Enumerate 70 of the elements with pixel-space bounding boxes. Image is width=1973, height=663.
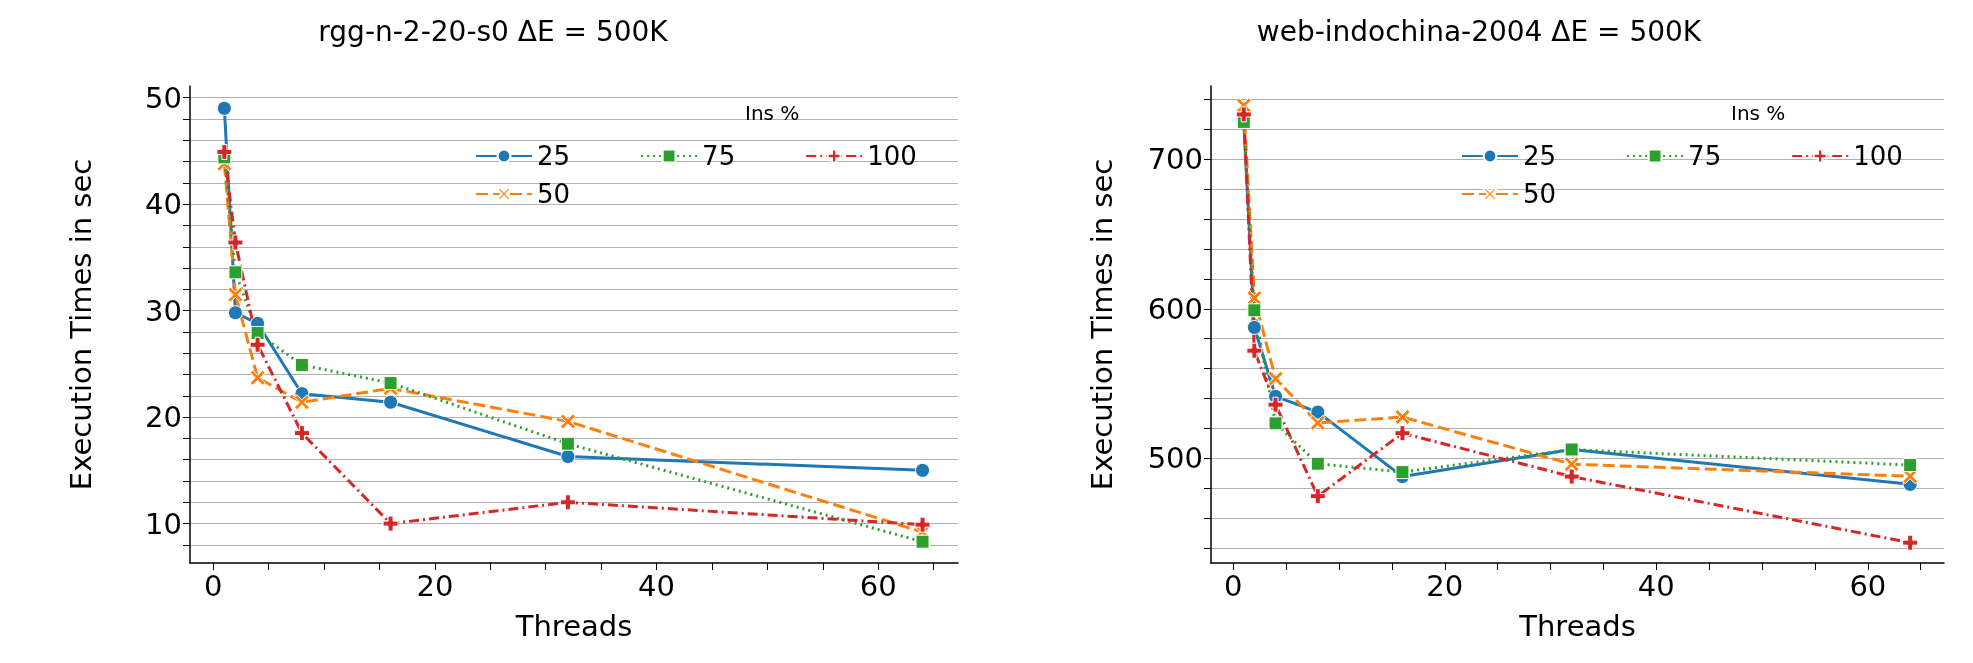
point: [560, 436, 575, 451]
point: [382, 515, 399, 532]
y-axis-title: Execution Times in sec: [1084, 158, 1119, 491]
x-tick-label: 60: [1849, 568, 1887, 603]
point: [1394, 409, 1411, 426]
point: [914, 516, 931, 533]
x-tick-label: 60: [859, 568, 897, 603]
legend-label: 100: [867, 141, 917, 171]
point: [1310, 456, 1325, 471]
x-axis-title: Threads: [514, 608, 633, 643]
point: [1247, 303, 1262, 318]
point: [1395, 465, 1410, 480]
y-tick-label: 20: [145, 400, 182, 435]
point: [1902, 534, 1919, 551]
legend-label: 75: [702, 141, 736, 171]
point: [1563, 456, 1580, 473]
legend-label: 75: [1688, 141, 1722, 171]
x-tick-label: 40: [638, 568, 676, 603]
point: [1903, 458, 1918, 473]
chart-title: rgg-n-2-20-s0 ΔE = 500K: [318, 14, 669, 48]
point: [228, 265, 243, 280]
legend-label: 50: [1523, 179, 1557, 209]
point: [1563, 468, 1580, 485]
point: [383, 376, 398, 391]
point: [560, 449, 576, 465]
legend-label: 50: [537, 179, 571, 209]
x-tick-label: 20: [1426, 568, 1464, 603]
x-axis-title: Threads: [1518, 608, 1636, 643]
point: [1394, 425, 1411, 442]
point: [1309, 488, 1326, 505]
legend-label: 25: [537, 141, 571, 171]
point: [293, 425, 310, 442]
x-tick-label: 0: [1223, 568, 1243, 603]
point: [249, 336, 266, 353]
y-tick-label: 500: [1147, 441, 1203, 476]
y-axis-title: Execution Times in sec: [63, 158, 98, 491]
y-tick-label: 50: [145, 80, 182, 115]
y-tick-label: 10: [145, 506, 182, 541]
point: [559, 413, 576, 430]
point: [1246, 319, 1262, 335]
point: [227, 286, 244, 303]
point: [216, 144, 233, 161]
point: [1267, 396, 1284, 413]
point: [915, 534, 930, 549]
point: [294, 357, 309, 372]
x-tick-label: 0: [204, 568, 223, 603]
y-tick-label: 600: [1147, 291, 1203, 326]
legend-title: Ins %: [745, 101, 800, 125]
point: [915, 462, 931, 478]
point: [1268, 416, 1283, 431]
legend-label: 100: [1853, 141, 1903, 171]
y-tick-label: 700: [1147, 142, 1203, 177]
legend-label: 25: [1523, 141, 1557, 171]
chart-title: web-indochina-2004 ΔE = 500K: [1256, 14, 1702, 48]
point: [1309, 414, 1326, 431]
point: [383, 394, 399, 410]
point: [1235, 106, 1252, 123]
point: [227, 234, 244, 251]
x-tick-label: 40: [1637, 568, 1675, 603]
legend-title: Ins %: [1731, 101, 1786, 125]
point: [227, 305, 243, 321]
point: [216, 100, 232, 116]
y-tick-label: 30: [145, 293, 182, 328]
point: [1246, 342, 1263, 359]
point: [1267, 370, 1284, 387]
point: [249, 369, 266, 386]
point: [559, 494, 576, 511]
x-tick-label: 20: [416, 568, 454, 603]
point: [293, 394, 310, 411]
y-tick-label: 40: [145, 187, 182, 222]
